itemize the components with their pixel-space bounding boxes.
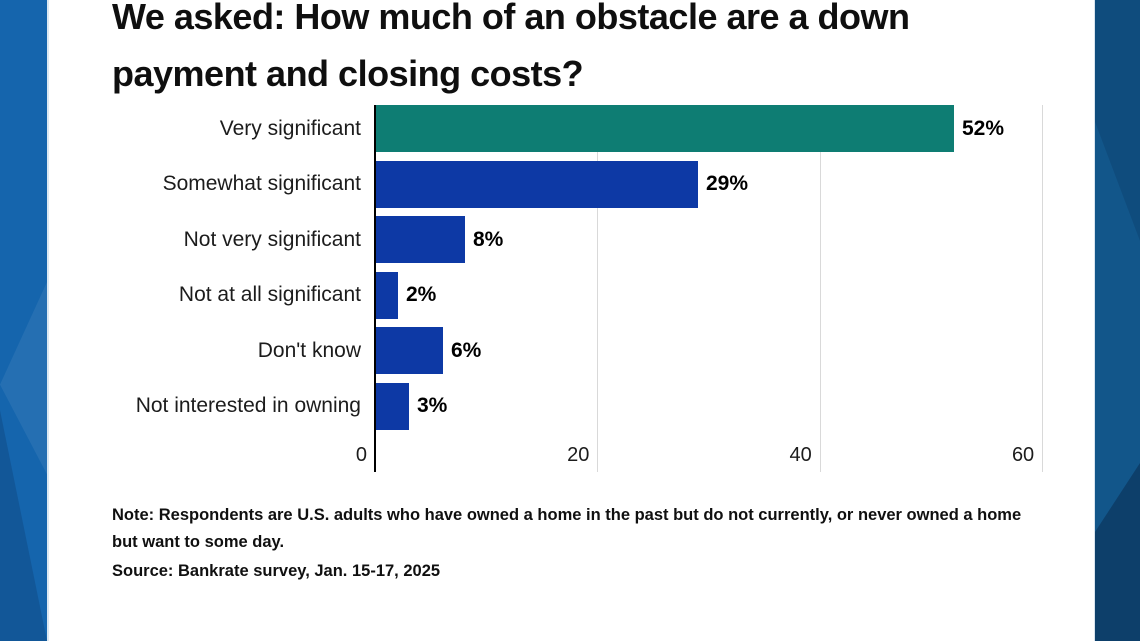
x-tick-label: 40: [789, 444, 812, 466]
chart-title: We asked: How much of an obstacle are a …: [112, 0, 910, 94]
category-label: Somewhat significant: [162, 172, 361, 195]
chart-note: Note: Respondents are U.S. adults who ha…: [112, 506, 1022, 551]
chart-source: Source: Bankrate survey, Jan. 15-17, 202…: [112, 562, 441, 580]
value-label: 3%: [417, 394, 448, 417]
x-tick-label: 0: [355, 444, 367, 466]
x-gridline: [819, 105, 821, 472]
category-label: Very significant: [219, 116, 361, 140]
x-tick-label: 60: [1011, 444, 1035, 466]
category-label: Don't know: [257, 338, 361, 362]
value-label: 2%: [406, 283, 437, 306]
left-blue-band: [0, 0, 49, 641]
category-label: Not interested in owning: [135, 394, 361, 417]
bar-segment: [376, 105, 954, 152]
value-label: 8%: [473, 227, 504, 251]
value-label: 52%: [962, 116, 1005, 140]
right-blue-band: [1094, 0, 1140, 641]
x-gridline: [597, 105, 599, 472]
bar-segment: [376, 382, 409, 430]
x-gridline: [1042, 105, 1044, 472]
bar-segment: [376, 271, 398, 319]
chart-footnotes: Note: Respondents are U.S. adults who ha…: [112, 502, 1044, 585]
value-label: 29%: [706, 172, 749, 195]
bar-segment: [376, 216, 465, 263]
bar-segment: [376, 327, 443, 374]
bar-segment: [376, 160, 698, 208]
y-axis-line: [374, 105, 376, 472]
x-tick-label: 20: [567, 444, 590, 466]
category-label: Not very significant: [183, 227, 361, 251]
value-label: 6%: [451, 338, 482, 362]
category-label: Not at all significant: [178, 283, 361, 306]
